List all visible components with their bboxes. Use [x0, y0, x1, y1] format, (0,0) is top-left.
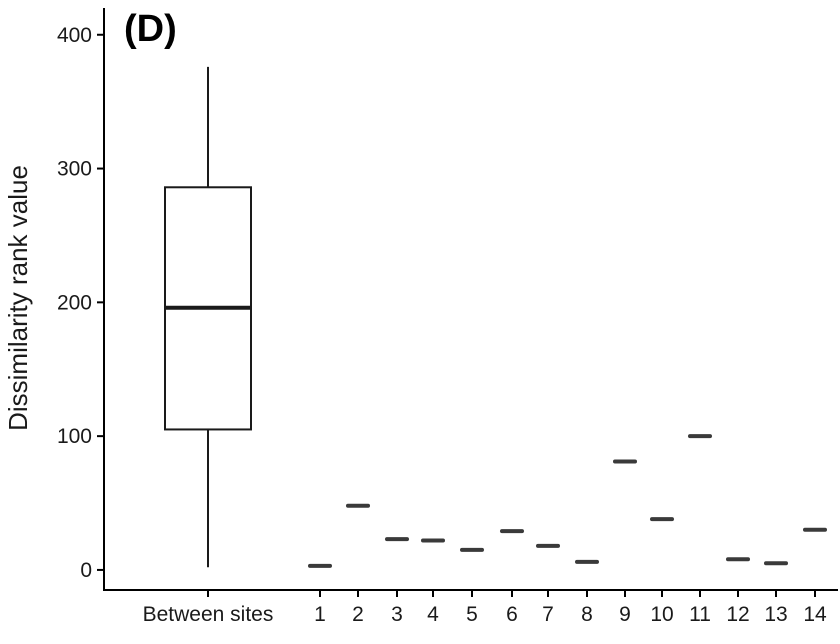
y-tick-label: 400 [57, 24, 92, 47]
y-tick-label: 100 [57, 425, 92, 448]
x-tick-label: 6 [506, 603, 518, 626]
x-tick-label: 14 [803, 603, 827, 626]
x-tick-label: Between sites [143, 603, 274, 626]
x-tick-label: 3 [391, 603, 403, 626]
x-tick-label: 11 [689, 603, 711, 626]
x-tick-label: 2 [352, 603, 364, 626]
x-tick-label: 13 [764, 603, 787, 626]
x-tick-label: 5 [466, 603, 478, 626]
panel-label: (D) [124, 8, 177, 50]
y-axis-title: Dissimilarity rank value [3, 165, 33, 431]
x-tick-label: 4 [427, 603, 439, 626]
y-tick-label: 200 [57, 291, 92, 314]
y-tick-label: 300 [57, 158, 92, 181]
y-tick-label: 0 [80, 559, 92, 582]
x-tick-label: 8 [581, 603, 593, 626]
x-tick-label: 12 [726, 603, 749, 626]
x-tick-label: 10 [650, 603, 673, 626]
x-tick-label: 1 [314, 603, 326, 626]
x-tick-label: 9 [619, 603, 631, 626]
x-tick-label: 7 [542, 603, 554, 626]
